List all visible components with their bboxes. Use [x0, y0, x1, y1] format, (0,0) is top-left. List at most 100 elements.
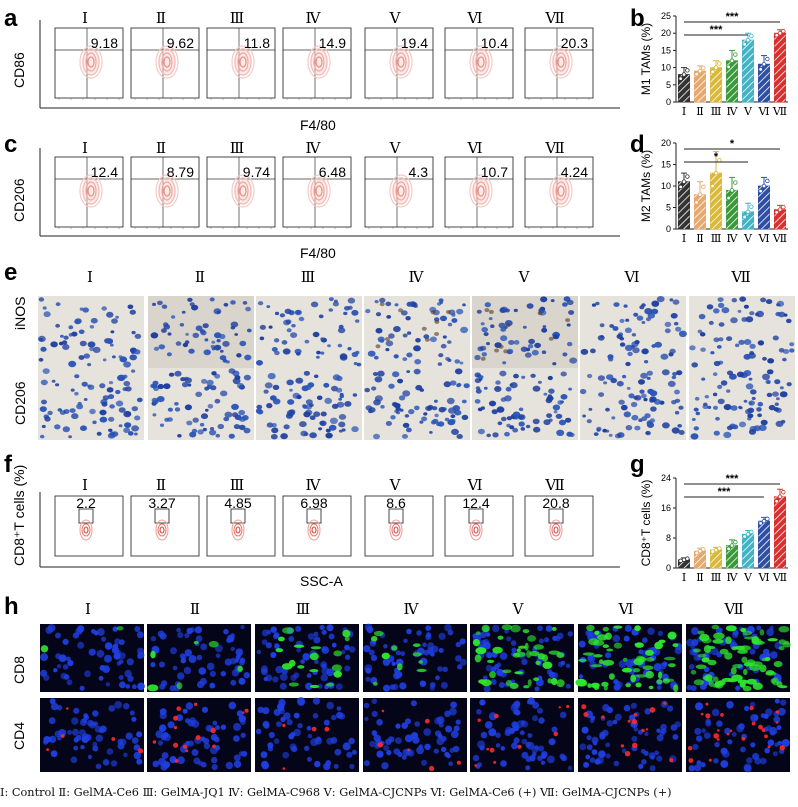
- chart-g-xtick-label-2: Ⅱ: [696, 571, 703, 584]
- ihc-image-r2-c4: [364, 368, 470, 440]
- panel-c-group-label-1: Ⅰ: [82, 139, 88, 157]
- panel-h-group-label-4: Ⅳ: [404, 600, 420, 618]
- if-image-r1-c1: [40, 624, 145, 692]
- panel-f-value-3: 4.85: [224, 495, 251, 511]
- panel-a-quadrant-value-5: 19.4: [401, 35, 428, 51]
- bar-chart-g: 0 8 16 24 CD8⁺T cells (%) Ⅰ Ⅱ Ⅲ Ⅳ Ⅴ Ⅵ Ⅶ ******: [639, 473, 788, 584]
- chart-d-ytick-label-4: 20: [661, 138, 671, 148]
- panel-f-group-label-5: Ⅴ: [389, 476, 402, 494]
- chart-g-point-2-2: [697, 548, 703, 554]
- chart-b-point-3-1: [710, 69, 715, 74]
- chart-b-bar-hatch-1: [678, 74, 690, 102]
- chart-g-xtick-label-7: Ⅶ: [772, 571, 787, 584]
- chart-d-ytick-label-2: 10: [661, 181, 671, 191]
- ihc-image-r2-c7: [689, 368, 795, 440]
- chart-d-point-4-3: [733, 180, 738, 185]
- chart-g-point-5-2: [745, 532, 751, 537]
- chart-b-xtick-label-7: Ⅶ: [772, 105, 787, 118]
- chart-b-ytick-label-2: 10: [661, 63, 671, 73]
- chart-g-point-3-1: [710, 549, 715, 554]
- panel-e-group-label-3: Ⅲ: [301, 268, 315, 286]
- if-image-r1-c5: [470, 624, 574, 693]
- panel-a-contour-5: [368, 45, 430, 100]
- chart-g-xtick-label-3: Ⅲ: [711, 571, 722, 584]
- chart-g-xtick-label-5: Ⅴ: [743, 571, 753, 584]
- chart-d-ytick-label-3: 15: [661, 160, 671, 170]
- chart-b-ytick-label-1: 5: [666, 80, 671, 90]
- chart-b-point-7-3: [781, 28, 786, 34]
- chart-d-point-6-1: [758, 188, 763, 194]
- panel-f-value-4: 6.98: [300, 495, 327, 511]
- chart-b-point-6-1: [758, 67, 763, 72]
- panel-f-contour-1: [79, 519, 93, 541]
- ihc-image-r1-c7: [689, 296, 795, 368]
- panel-c-quadrant-value-7: 4.24: [561, 164, 588, 180]
- panel-f-gate-5: [388, 508, 404, 524]
- chart-d-point-1-1: [678, 184, 683, 190]
- chart-d-sig-label-2: *: [730, 138, 735, 150]
- chart-d-point-5-1: [742, 214, 747, 220]
- chart-g-point-4-1: [726, 546, 731, 552]
- ihc-image-r1-c2: [148, 296, 254, 368]
- panel-a-quadrant-value-3: 11.8: [244, 35, 270, 51]
- chart-b-point-6-2: [761, 61, 767, 67]
- chart-g-point-6-3: [765, 516, 770, 522]
- panel-f-contour-7: [549, 519, 563, 541]
- chart-b-point-3-3: [717, 61, 722, 66]
- panel-e-group-label-1: Ⅰ: [87, 268, 93, 286]
- chart-b-point-6-3: [765, 56, 770, 62]
- chart-d-ytick-label-0: 0: [666, 224, 671, 234]
- panel-h-group-label-2: Ⅱ: [190, 600, 200, 618]
- panel-c-contour-2: [134, 174, 196, 229]
- panel-c-group-label-7: Ⅶ: [544, 139, 564, 157]
- chart-g-point-1-3: [685, 556, 690, 561]
- panel-label-d: d: [630, 131, 645, 158]
- chart-b-xtick-label-3: Ⅲ: [711, 105, 722, 118]
- ihc-image-r2-c2: [148, 368, 254, 440]
- if-panel-h: CD8 CD4: [11, 656, 27, 750]
- panel-a-group-label-7: Ⅶ: [544, 9, 564, 27]
- chart-d-xtick-label-3: Ⅲ: [711, 232, 722, 245]
- panel-f-gate-7: [548, 508, 564, 524]
- chart-b-sig-label-2: ***: [726, 11, 740, 23]
- panel-f-gate-4: [306, 508, 322, 524]
- panel-h-group-label-1: Ⅰ: [85, 600, 91, 618]
- chart-b-point-4-1: [726, 64, 731, 70]
- chart-d-bar-hatch-1: [678, 181, 690, 229]
- panel-label-g: g: [630, 451, 645, 478]
- ihc-image-r1-c1: [38, 296, 144, 368]
- panel-e-group-label-6: Ⅵ: [623, 268, 639, 286]
- panel-c-plot-2: [130, 156, 200, 228]
- panel-e-row-label-2: CD206: [12, 381, 28, 425]
- chart-b-bar-hatch-6: [758, 64, 770, 102]
- panel-a-xlabel: F4/80: [300, 117, 336, 133]
- chart-g-ytick-label-2: 16: [661, 503, 671, 513]
- panel-h-group-label-6: Ⅵ: [617, 600, 633, 618]
- chart-g-ytick-label-3: 24: [661, 473, 671, 483]
- panel-c-ylabel: CD206: [11, 178, 27, 222]
- chart-g-ytick-label-0: 0: [666, 563, 671, 573]
- chart-d-point-7-1: [774, 210, 779, 215]
- chart-b-point-7-1: [774, 33, 779, 38]
- panel-c-group-label-4: Ⅳ: [306, 139, 322, 157]
- chart-d-point-2-1: [694, 200, 699, 205]
- panel-f-value-1: 2.2: [76, 495, 96, 511]
- panel-f-xlabel: SSC-A: [300, 573, 343, 589]
- panel-h-group-label-5: Ⅴ: [512, 600, 525, 618]
- panel-a-contour-3: [210, 45, 272, 100]
- chart-b-point-5-1: [742, 42, 747, 47]
- chart-g-sig-label-2: ***: [726, 473, 740, 485]
- panel-f-ylabel: CD8⁺T cells (%): [11, 465, 27, 566]
- chart-g-xtick-label-6: Ⅵ: [757, 571, 769, 584]
- panel-a-quadrant-value-7: 20.3: [561, 35, 588, 51]
- panel-a-contour-6: [448, 45, 510, 100]
- panel-c-quadrant-value-2: 8.79: [167, 164, 194, 180]
- chart-d-xtick-label-6: Ⅵ: [757, 232, 769, 245]
- ihc-image-r1-c6: [580, 296, 687, 368]
- panel-c-plot-5: [364, 156, 434, 228]
- chart-g-point-7-3: [781, 490, 786, 495]
- chart-b-point-1-3: [685, 68, 690, 73]
- panel-e-group-label-2: Ⅱ: [195, 268, 205, 286]
- ihc-image-r2-c3: [255, 368, 362, 440]
- chart-d-xtick-label-7: Ⅶ: [772, 232, 787, 245]
